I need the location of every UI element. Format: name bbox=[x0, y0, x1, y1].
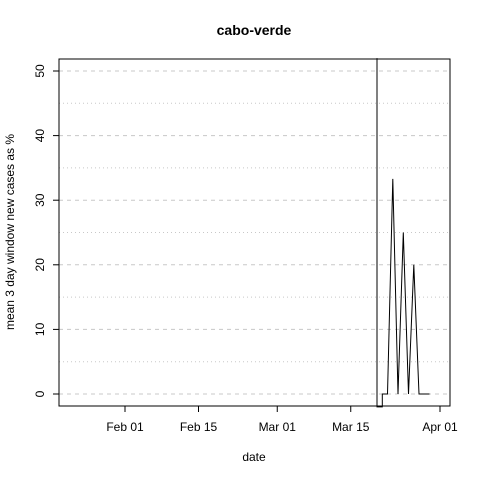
y-tick-label: 0 bbox=[33, 390, 47, 397]
series-layer bbox=[376, 58, 430, 408]
y-axis: 0 10 20 30 40 50 bbox=[33, 64, 59, 397]
x-tick-label: Feb 15 bbox=[180, 420, 218, 434]
x-tick-label: Apr 01 bbox=[422, 420, 458, 434]
chart-title: cabo-verde bbox=[217, 22, 292, 38]
y-tick-label: 30 bbox=[33, 193, 47, 207]
x-tick-label: Feb 01 bbox=[106, 420, 144, 434]
x-axis-label: date bbox=[242, 450, 266, 464]
x-tick-label: Mar 01 bbox=[259, 420, 297, 434]
y-tick-label: 10 bbox=[33, 322, 47, 336]
grid-lines bbox=[59, 70, 450, 395]
y-axis-label: mean 3 day window new cases as % bbox=[3, 134, 17, 330]
x-axis: Feb 01 Feb 15 Mar 01 Mar 15 Apr 01 bbox=[106, 405, 458, 434]
y-tick-label: 20 bbox=[33, 258, 47, 272]
y-tick-label: 40 bbox=[33, 129, 47, 143]
y-tick-label: 50 bbox=[33, 64, 47, 78]
series-line bbox=[376, 58, 430, 408]
x-tick-label: Mar 15 bbox=[332, 420, 370, 434]
